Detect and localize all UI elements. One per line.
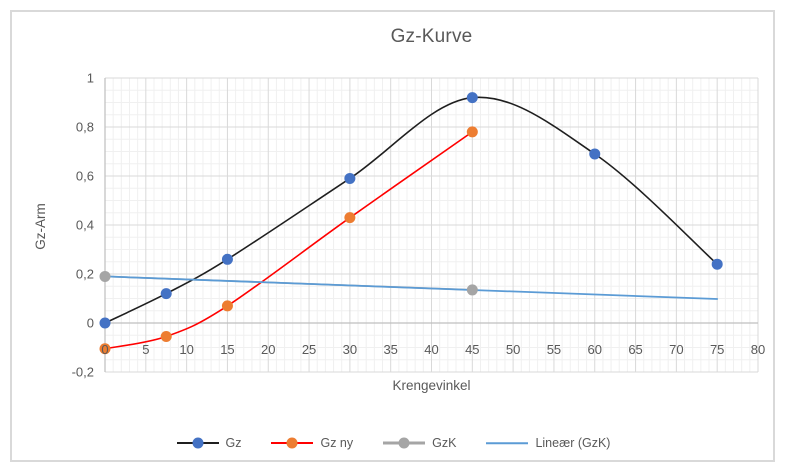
legend-glyph-gz	[176, 437, 219, 449]
legend-glyph-gzk	[383, 437, 426, 449]
y-axis-title: Gz-Arm	[30, 0, 50, 452]
x-tick-label: 0	[101, 342, 108, 357]
x-tick-label: 65	[628, 342, 642, 357]
series-line-gz	[104, 96, 718, 324]
data-point-gzk	[99, 270, 111, 282]
x-tick-label: 70	[669, 342, 683, 357]
x-tick-label: 5	[142, 342, 149, 357]
x-tick-label: 55	[547, 342, 561, 357]
legend-line-swatch	[486, 442, 529, 444]
data-point-gz-ny	[221, 300, 233, 312]
x-tick-label: 60	[588, 342, 602, 357]
y-axis-title-text: Gz-Arm	[32, 202, 48, 250]
data-point-gz	[589, 148, 601, 160]
y-tick-label: 0	[87, 316, 94, 331]
y-tick-label: 0,8	[76, 120, 94, 135]
chart-title: Gz-Kurve	[390, 26, 473, 47]
x-tick-label: 35	[383, 342, 397, 357]
x-tick-label: 20	[261, 342, 275, 357]
data-point-gz-ny	[99, 343, 111, 355]
legend-glyph-linear-gzk	[486, 437, 529, 449]
data-point-gz	[160, 288, 172, 300]
series-line-line-r-gzk	[104, 275, 719, 300]
x-tick-label: 25	[302, 342, 316, 357]
legend-marker-swatch	[398, 437, 410, 449]
y-tick-label: 1	[87, 71, 94, 86]
legend-label: Lineær (GzK)	[535, 436, 611, 450]
y-tick-label: 0,4	[76, 218, 94, 233]
legend-item-gz: Gz	[176, 436, 242, 450]
legend-item-gzk: GzK	[383, 436, 456, 450]
data-point-gz-ny	[160, 330, 172, 342]
data-point-gzk	[466, 284, 478, 296]
legend-item-linear-gzk: Lineær (GzK)	[486, 436, 610, 450]
x-tick-label: 15	[220, 342, 234, 357]
data-point-gz	[344, 172, 356, 184]
legend-glyph-gz-ny	[271, 437, 314, 449]
legend-marker-swatch	[286, 437, 298, 449]
legend-marker-swatch	[192, 437, 203, 449]
legend: Gz Gz ny GzK Lineær (GzK)	[10, 431, 777, 455]
legend-label: GzK	[432, 436, 457, 450]
data-point-gz-ny	[466, 126, 478, 138]
x-tick-label: 75	[710, 342, 724, 357]
x-tick-label: 80	[751, 342, 765, 357]
legend-item-gz-ny: Gz ny	[271, 436, 353, 450]
data-point-gz	[711, 258, 723, 270]
x-tick-label: 50	[506, 342, 520, 357]
legend-label: Gz ny	[320, 436, 354, 450]
data-point-gz	[221, 253, 233, 265]
x-tick-label: 30	[343, 342, 357, 357]
legend-label: Gz	[225, 436, 242, 450]
series-line-gz-ny	[104, 131, 474, 350]
data-point-gz-ny	[344, 212, 356, 224]
x-tick-label: 40	[424, 342, 438, 357]
data-point-gz	[99, 317, 111, 329]
data-point-gz	[466, 92, 478, 104]
x-axis-title: Krengevinkel	[392, 378, 471, 393]
y-tick-label: 0,6	[76, 169, 94, 184]
x-tick-label: 45	[465, 342, 479, 357]
y-tick-label: 0,2	[76, 267, 94, 282]
y-tick-label: -0,2	[72, 365, 94, 380]
x-tick-label: 10	[179, 342, 193, 357]
